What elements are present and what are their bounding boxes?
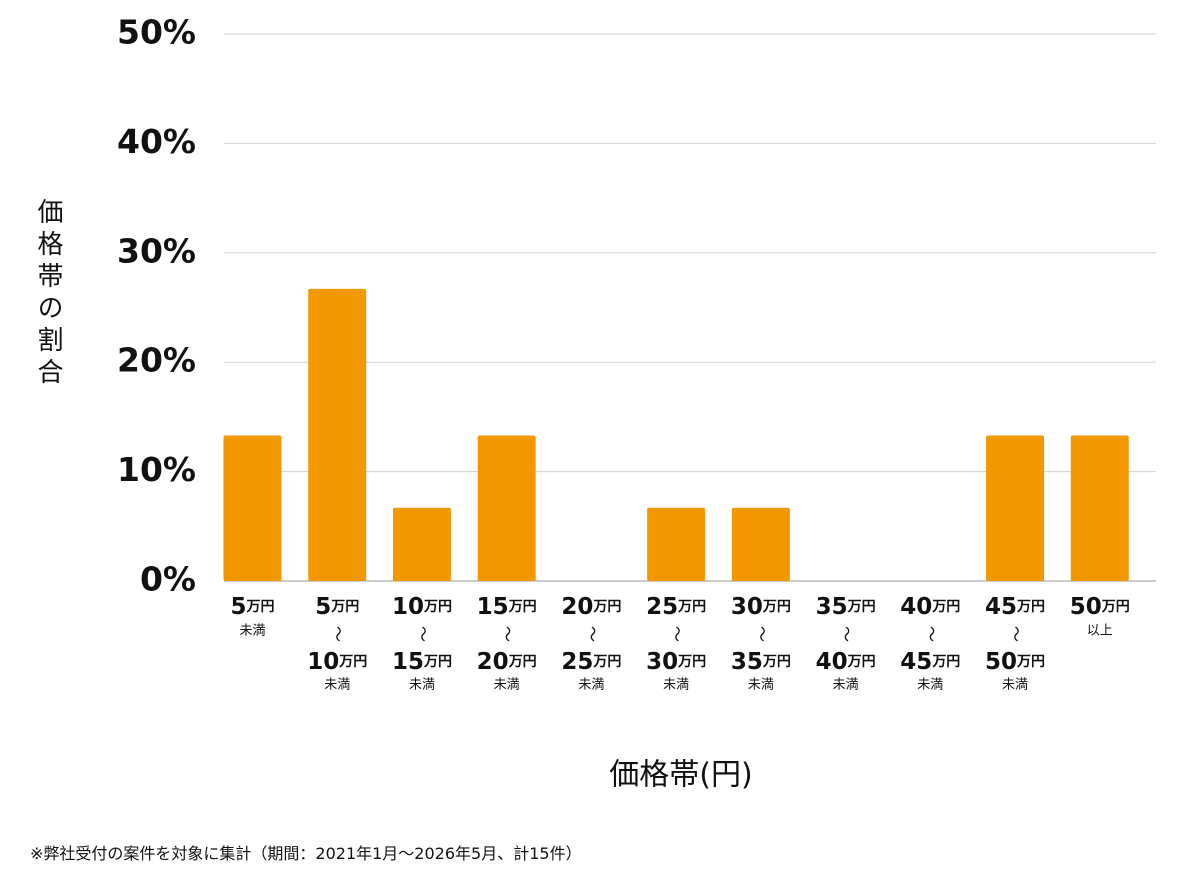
x-tick-label: 30万円 <box>731 594 791 620</box>
x-tick-label: 50万円 <box>985 649 1045 675</box>
bar <box>308 288 367 581</box>
x-tick-label: 25万円 <box>646 594 706 620</box>
y-tick-label: 0% <box>140 560 196 599</box>
x-tick-label: 10万円 <box>307 649 367 675</box>
x-tick-label: 45万円 <box>985 594 1045 620</box>
x-tick-label: ～ <box>498 626 517 642</box>
x-tick-label: 15万円 <box>392 649 452 675</box>
x-tick-label: 5万円 <box>230 594 274 620</box>
bar <box>731 507 790 581</box>
x-tick-label: ～ <box>752 626 771 642</box>
y-tick-label: 30% <box>117 231 196 270</box>
x-axis-title: 価格帯(円) <box>609 758 752 793</box>
x-tick-label: ～ <box>413 626 432 642</box>
x-tick-label: 40万円 <box>900 594 960 620</box>
bar <box>647 507 706 581</box>
bar <box>986 435 1045 581</box>
x-tick-label: 未満 <box>324 678 350 693</box>
x-tick-label: 50万円 <box>1070 594 1130 620</box>
x-tick-label: 20万円 <box>477 649 537 675</box>
x-tick-label: 未満 <box>917 678 943 693</box>
x-tick-label: 30万円 <box>646 649 706 675</box>
x-tick-label: 35万円 <box>816 594 876 620</box>
x-tick-label: 15万円 <box>477 594 537 620</box>
x-tick-label: 未満 <box>748 678 774 693</box>
x-tick-label: 45万円 <box>900 649 960 675</box>
x-tick-label: ～ <box>329 626 348 642</box>
x-tick-label: ～ <box>837 626 856 642</box>
x-tick-label: 10万円 <box>392 594 452 620</box>
y-tick-label: 10% <box>117 450 196 489</box>
bar <box>1070 435 1129 581</box>
x-tick-label: ～ <box>583 626 602 642</box>
x-tick-label: 未満 <box>663 678 689 693</box>
x-tick-label: 35万円 <box>731 649 791 675</box>
x-tick-label: 以上 <box>1087 624 1113 639</box>
footnote: ※弊社受付の案件を対象に集計（期間：2021年1月～2026年5月、計15件） <box>30 844 582 863</box>
bar <box>223 435 282 581</box>
x-tick-label: 未満 <box>578 678 604 693</box>
x-tick-label: 20万円 <box>561 594 621 620</box>
x-tick-label: 25万円 <box>561 649 621 675</box>
x-tick-label: ～ <box>668 626 687 642</box>
x-tick-label: 未満 <box>833 678 859 693</box>
x-tick-label: 未満 <box>239 624 265 639</box>
x-tick-label: 40万円 <box>816 649 876 675</box>
bar <box>392 507 451 581</box>
y-axis-title: 価格帯の割合 <box>33 198 63 390</box>
x-tick-label: ～ <box>922 626 941 642</box>
x-tick-label: ～ <box>1007 626 1026 642</box>
y-tick-label: 20% <box>117 341 196 380</box>
x-tick-label: 未満 <box>1002 678 1028 693</box>
y-tick-label: 50% <box>117 13 196 52</box>
x-tick-label: 未満 <box>409 678 435 693</box>
y-tick-label: 40% <box>117 122 196 161</box>
x-tick-label: 5万円 <box>315 594 359 620</box>
bar <box>477 435 536 581</box>
x-tick-label: 未満 <box>494 678 520 693</box>
